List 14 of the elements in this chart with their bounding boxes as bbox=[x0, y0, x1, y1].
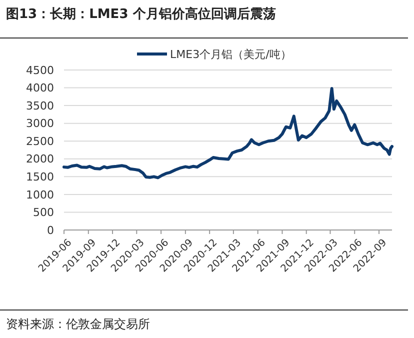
chart-title: 图13：长期：LME3 个月铝价高位回调后震荡 bbox=[6, 6, 276, 22]
y-tick-label: 0 bbox=[47, 224, 54, 237]
y-tick-label: 1000 bbox=[26, 188, 54, 202]
y-tick-label: 3000 bbox=[26, 117, 54, 130]
line-series bbox=[62, 86, 394, 180]
y-tick-label: 4000 bbox=[26, 82, 54, 95]
y-tick-label: 3500 bbox=[26, 99, 54, 112]
legend-label: LME3个月铝（美元/吨） bbox=[170, 48, 292, 61]
y-tick-label: 2500 bbox=[26, 134, 54, 148]
y-tick-label: 1500 bbox=[26, 170, 54, 184]
y-tick-label: 4500 bbox=[26, 64, 54, 77]
y-tick-label: 500 bbox=[33, 206, 54, 220]
text: 资料来源：伦敦金属交易所 bbox=[6, 317, 150, 331]
y-tick-label: 2000 bbox=[26, 152, 54, 166]
